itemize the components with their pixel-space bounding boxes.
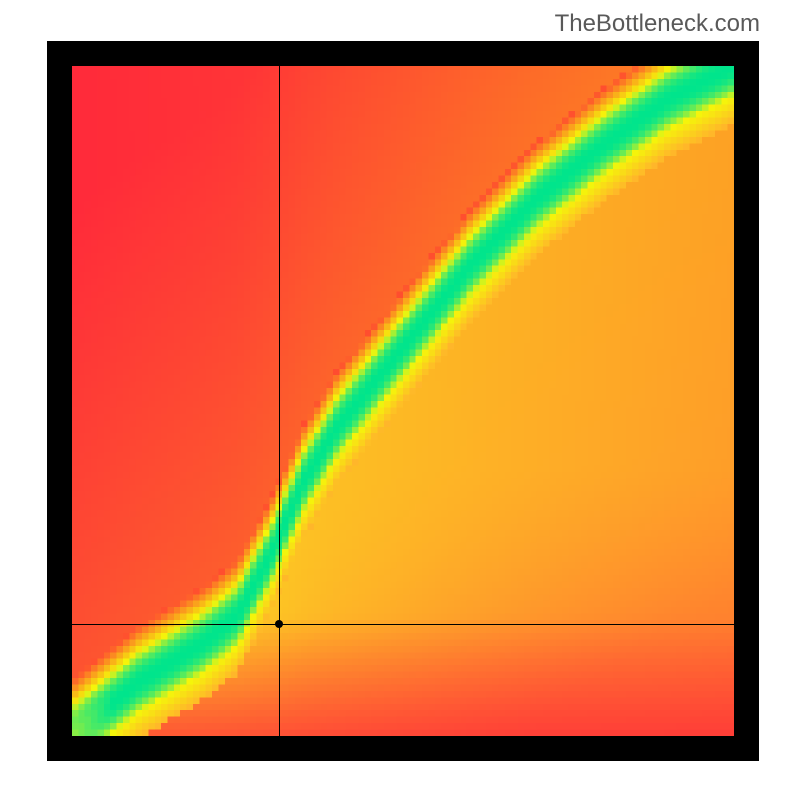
heatmap-canvas: [72, 66, 734, 736]
crosshair-horizontal: [72, 624, 734, 625]
crosshair-vertical: [279, 66, 280, 736]
watermark-text: TheBottleneck.com: [555, 10, 760, 38]
plot-frame: [47, 41, 759, 761]
